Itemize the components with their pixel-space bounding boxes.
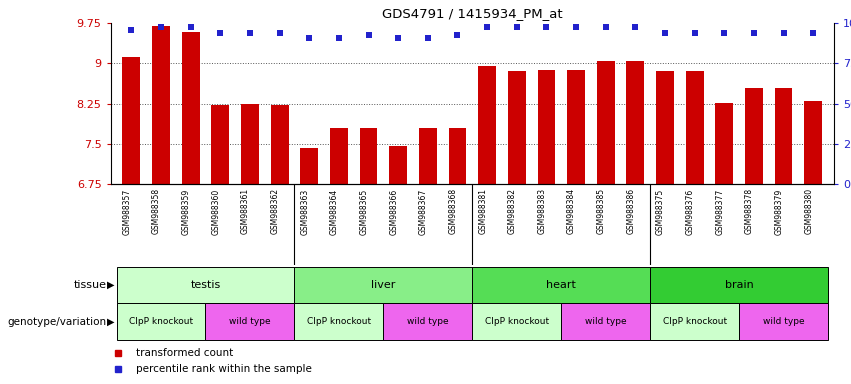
Text: wild type: wild type [762,317,804,326]
Text: GSM988357: GSM988357 [123,189,131,235]
Bar [508,71,526,184]
Text: GSM988384: GSM988384 [567,189,576,235]
Text: GSM988368: GSM988368 [448,189,458,235]
Text: GSM988379: GSM988379 [774,189,784,235]
Text: heart: heart [546,280,576,290]
Text: GSM988378: GSM988378 [745,189,754,235]
Text: GSM988376: GSM988376 [686,189,694,235]
Bar [538,70,556,184]
Bar [716,103,734,184]
Text: wild type: wild type [407,317,448,326]
Text: tissue: tissue [73,280,106,290]
Bar [567,70,585,184]
Text: GSM988358: GSM988358 [152,189,161,235]
Bar [123,57,140,184]
Text: ClpP knockout: ClpP knockout [663,317,727,326]
Text: GSM988386: GSM988386 [626,189,636,235]
Text: brain: brain [725,280,753,290]
Text: GSM988359: GSM988359 [181,189,191,235]
Text: percentile rank within the sample: percentile rank within the sample [136,364,311,374]
Text: GSM988361: GSM988361 [241,189,250,235]
Bar [472,303,562,340]
Bar [562,303,650,340]
Text: GSM988362: GSM988362 [271,189,280,235]
Bar [294,303,383,340]
Text: GSM988383: GSM988383 [538,189,546,235]
Bar [650,267,828,303]
Text: GSM988360: GSM988360 [211,189,220,235]
Text: ClpP knockout: ClpP knockout [129,317,193,326]
Text: testis: testis [191,280,220,290]
Text: GSM988382: GSM988382 [508,189,517,234]
Bar [383,303,472,340]
Text: transformed count: transformed count [136,348,233,358]
Bar [774,88,792,184]
Text: GSM988367: GSM988367 [419,189,428,235]
Text: GSM988385: GSM988385 [597,189,606,235]
Bar [152,26,170,184]
Text: ▶: ▶ [107,316,115,327]
Bar [472,267,650,303]
Bar [419,128,437,184]
Bar [360,128,378,184]
Bar [205,303,294,340]
Text: GSM988381: GSM988381 [478,189,487,234]
Text: wild type: wild type [229,317,271,326]
Bar [656,71,674,184]
Text: GSM988366: GSM988366 [389,189,398,235]
Bar [241,104,259,184]
Text: GSM988363: GSM988363 [300,189,309,235]
Bar [740,303,828,340]
Text: GSM988364: GSM988364 [330,189,339,235]
Bar [745,88,762,184]
Bar [389,146,407,184]
Text: ▶: ▶ [107,280,115,290]
Text: ClpP knockout: ClpP knockout [307,317,371,326]
Bar [686,71,704,184]
Text: genotype/variation: genotype/variation [8,316,106,327]
Text: GSM988380: GSM988380 [804,189,814,235]
Bar [117,267,294,303]
Bar [211,105,229,184]
Bar [626,61,644,184]
Bar [300,148,318,184]
Text: GSM988365: GSM988365 [359,189,368,235]
Bar [182,32,200,184]
Bar [804,101,822,184]
Bar [271,105,288,184]
Text: GSM988377: GSM988377 [716,189,724,235]
Bar [650,303,740,340]
Bar [117,303,205,340]
Text: ClpP knockout: ClpP knockout [485,317,549,326]
Bar [330,128,348,184]
Title: GDS4791 / 1415934_PM_at: GDS4791 / 1415934_PM_at [382,7,563,20]
Bar [597,61,614,184]
Bar [294,267,472,303]
Text: liver: liver [371,280,396,290]
Bar [448,128,466,184]
Bar [478,66,496,184]
Text: GSM988375: GSM988375 [656,189,665,235]
Text: wild type: wild type [585,317,626,326]
